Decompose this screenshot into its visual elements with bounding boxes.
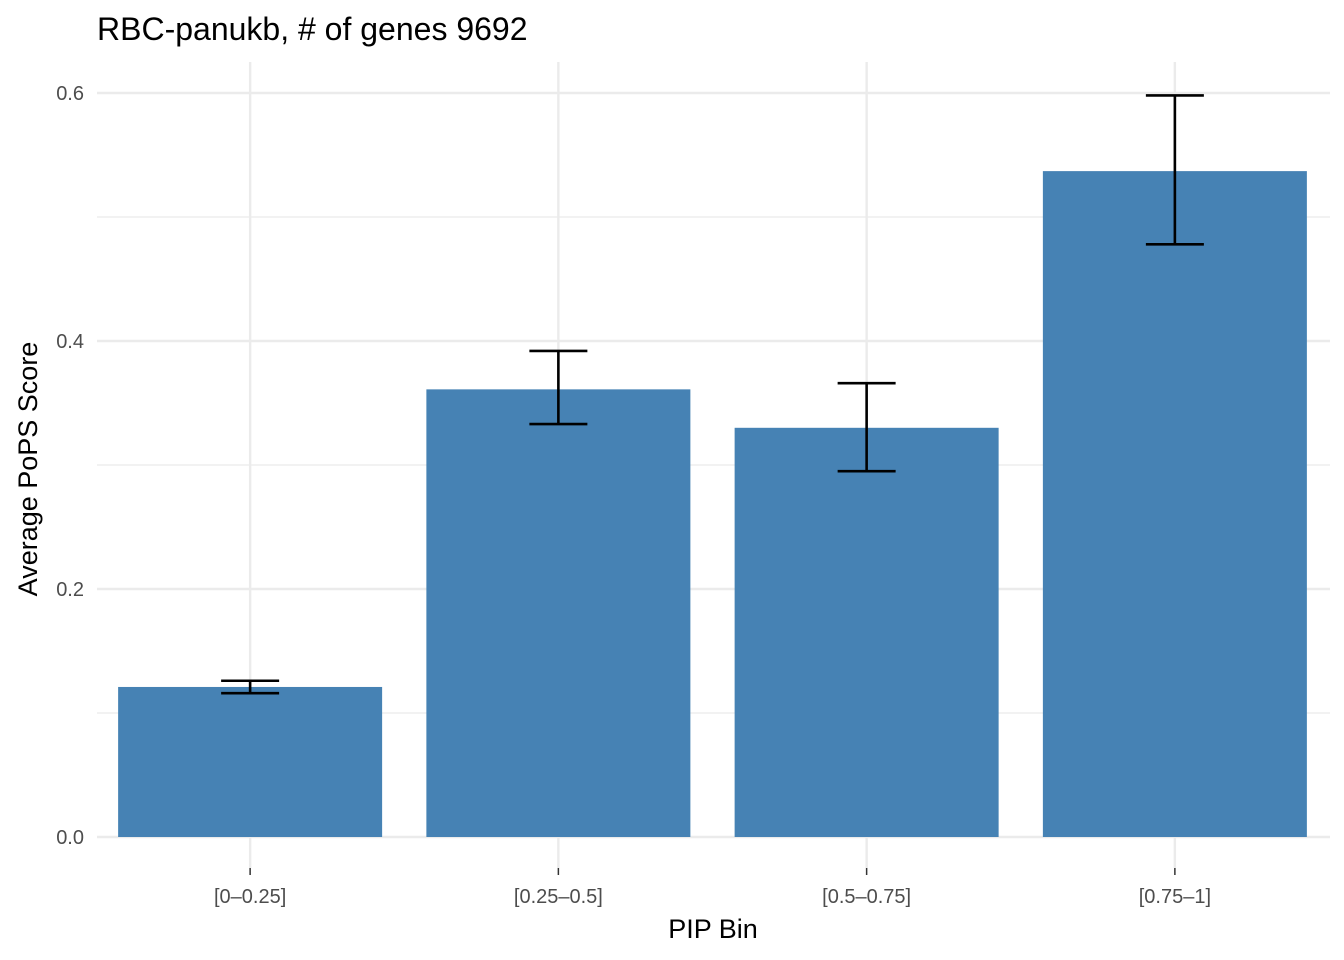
error-bar-1	[221, 679, 280, 695]
y-axis-label: Average PoPS Score	[13, 342, 43, 597]
x-tick-label: [0.75–1]	[1139, 886, 1211, 908]
y-axis-ticks: 0.0 0.2 0.4 0.6	[56, 83, 84, 849]
bar-4	[1042, 171, 1307, 837]
y-tick-label: 0.6	[56, 83, 84, 105]
error-bars	[221, 94, 1204, 695]
error-bar-4	[1145, 94, 1204, 246]
x-tick-label: [0.5–0.75]	[822, 886, 911, 908]
x-axis-ticks: [0–0.25] [0.25–0.5] [0.5–0.75] [0.75–1]	[214, 868, 1211, 908]
x-axis-label: PIP Bin	[668, 914, 758, 944]
y-tick-label: 0.4	[56, 331, 84, 353]
bars	[118, 171, 1307, 837]
bar-2	[426, 389, 691, 837]
x-tick-label: [0.25–0.5]	[514, 886, 603, 908]
error-bar-3	[837, 381, 896, 473]
bar-3	[734, 427, 999, 837]
x-tick-label: [0–0.25]	[214, 886, 286, 908]
y-tick-label: 0.2	[56, 579, 84, 601]
y-tick-label: 0.0	[56, 827, 84, 849]
error-bar-2	[529, 349, 588, 426]
bar-1	[118, 686, 383, 837]
chart-title: RBC-panukb, # of genes 9692	[97, 11, 528, 47]
